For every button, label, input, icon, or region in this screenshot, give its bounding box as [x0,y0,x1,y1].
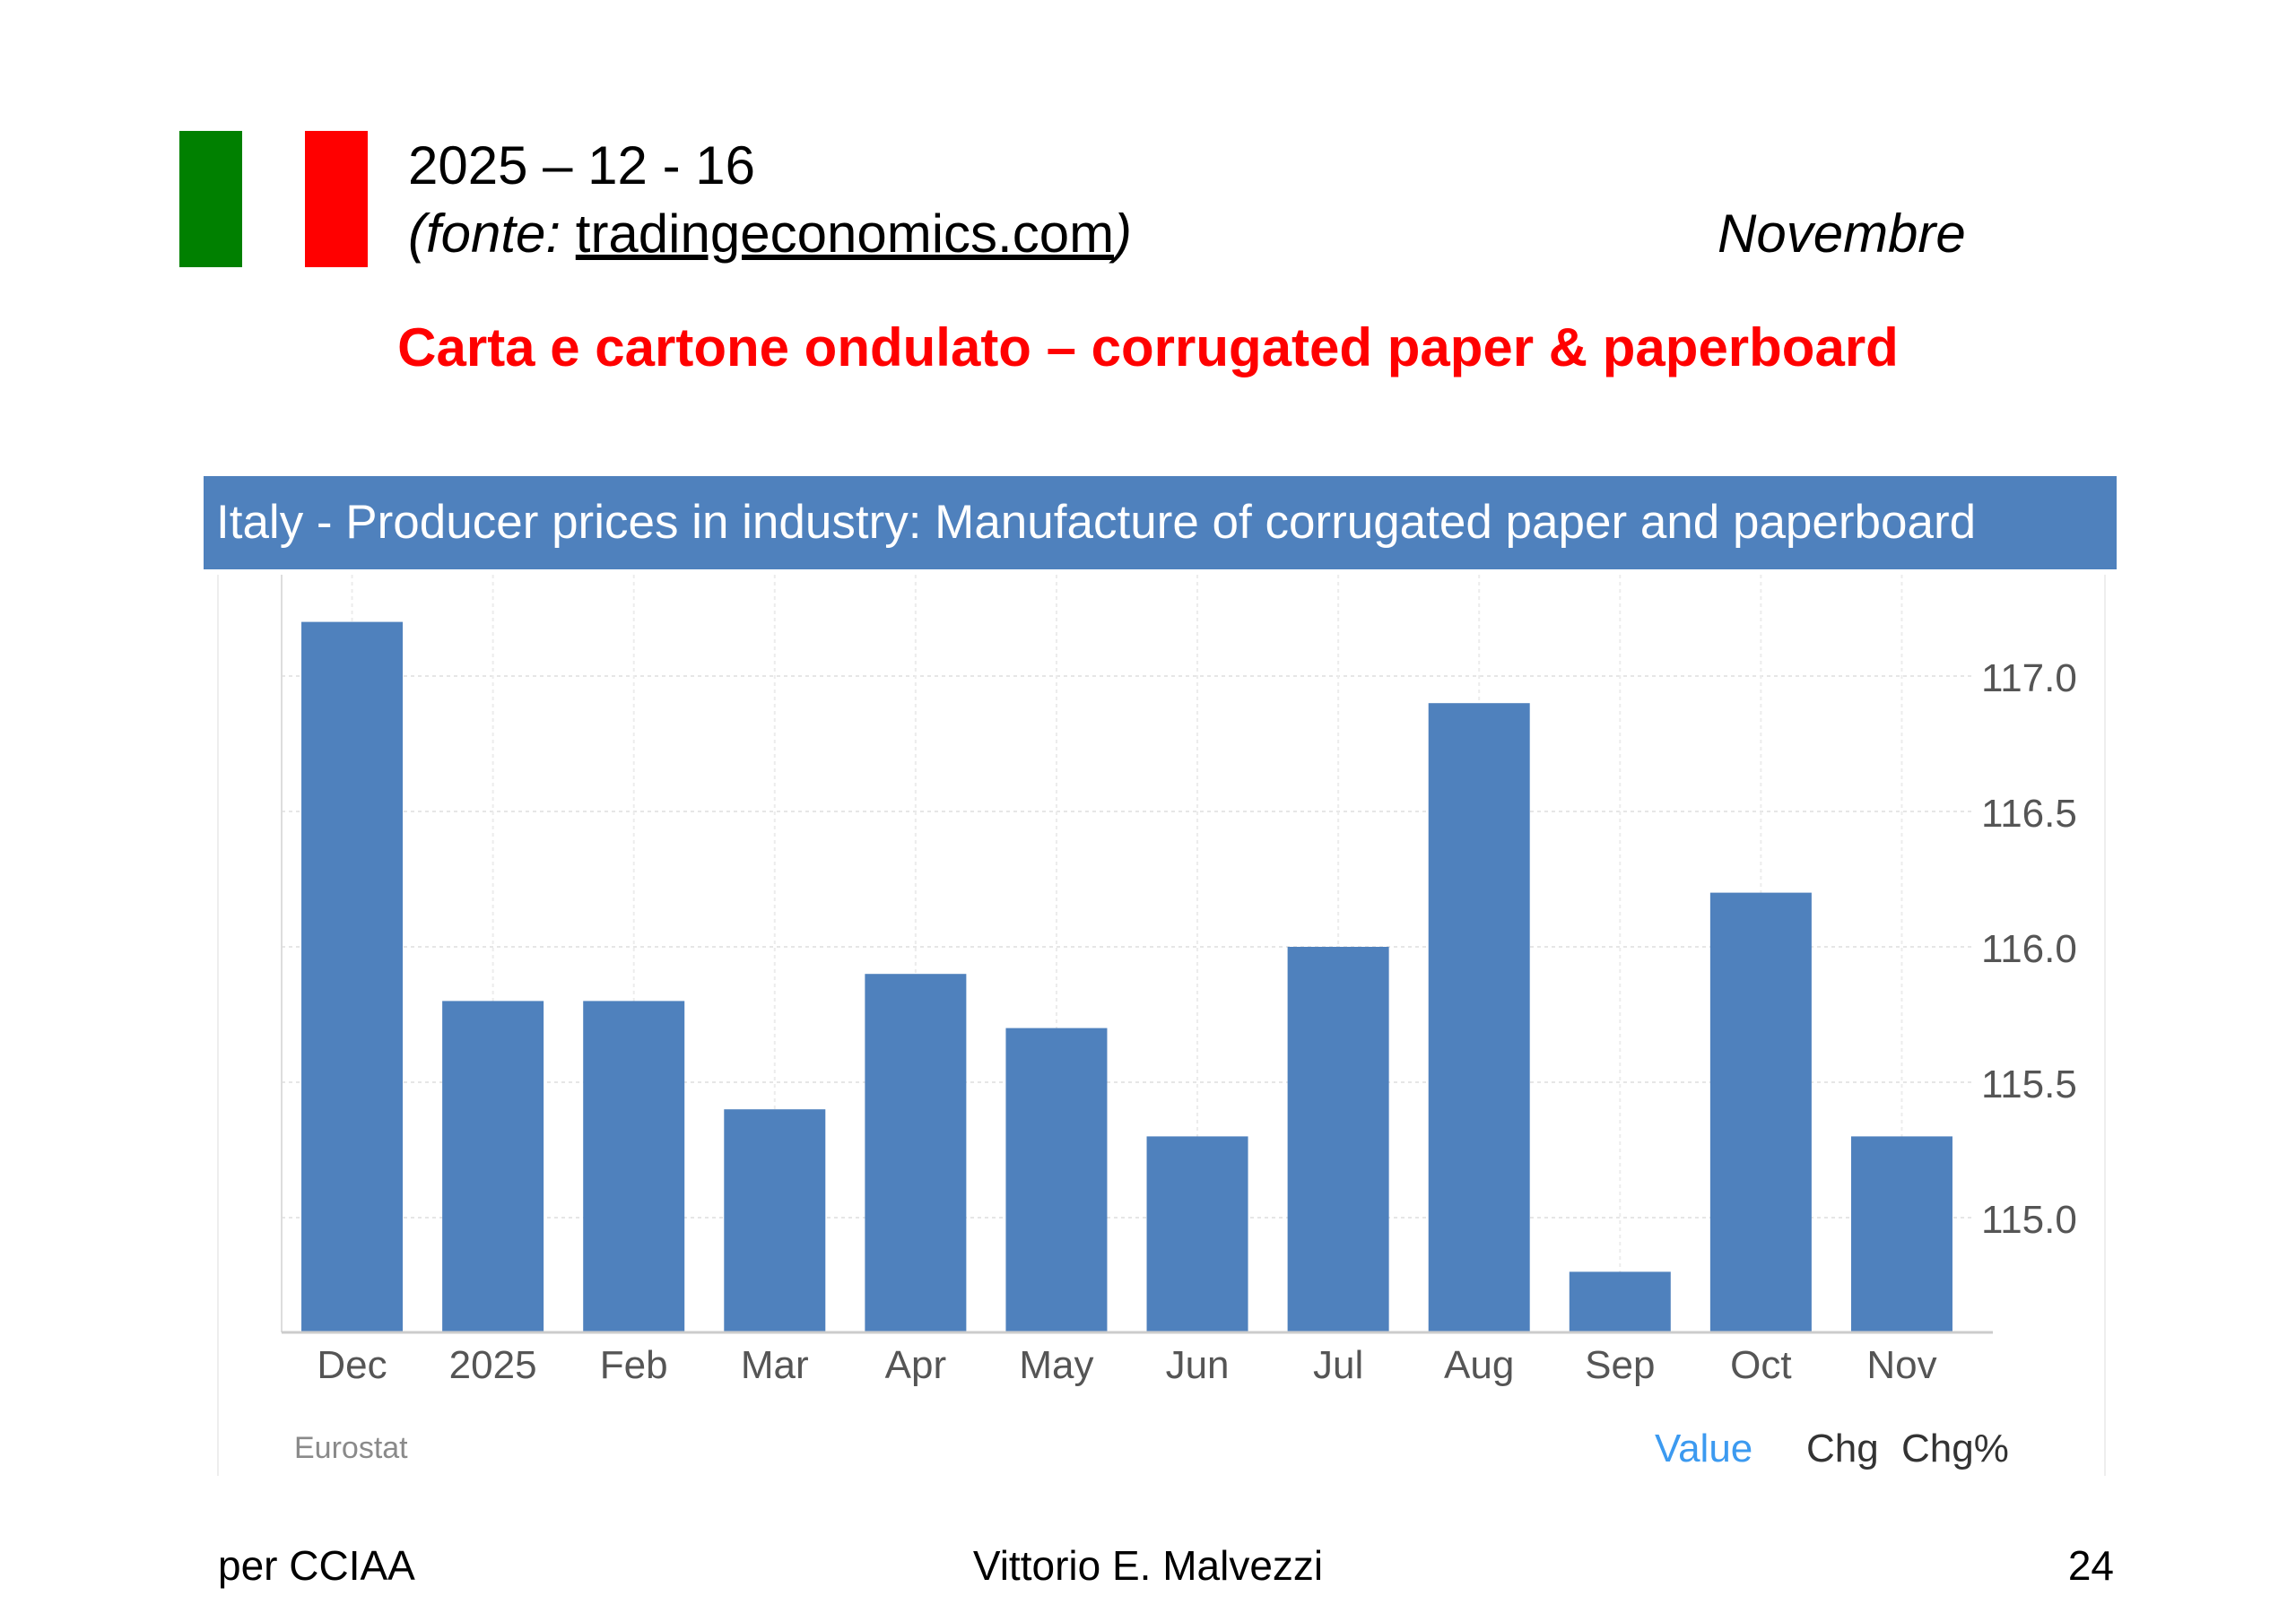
bar [1709,892,1812,1332]
bar [583,1001,685,1332]
bar [865,974,967,1332]
x-tick-label: Oct [1730,1343,1791,1387]
slide-subtitle: Carta e cartone ondulato – corrugated pa… [397,317,1899,377]
x-tick-label: Sep [1585,1343,1655,1387]
x-tick-label: Nov [1866,1343,1936,1387]
bar [442,1001,544,1332]
flag-red-stripe [305,131,368,267]
x-tick-label: May [1019,1343,1093,1387]
tab-chg[interactable]: Chg [1806,1427,1879,1470]
bar [1146,1136,1248,1332]
y-tick-label: 115.0 [1981,1198,2077,1242]
slide-date: 2025 – 12 - 16 [408,135,755,195]
x-tick-label: Aug [1444,1343,1514,1387]
x-tick-label: Mar [741,1343,809,1387]
bar [301,621,404,1332]
y-tick-label: 116.5 [1981,792,2077,836]
y-tick-label: 115.5 [1981,1063,2077,1106]
bar [1005,1028,1108,1332]
bar [1569,1271,1671,1332]
source-label: Eurostat [294,1431,408,1465]
footer-author: Vittorio E. Malvezzi [972,1542,1324,1589]
month-label: Novembre [1718,204,1966,264]
footer-left: per CCIAA [218,1542,415,1589]
chart-title: Italy - Producer prices in industry: Man… [204,476,2117,569]
x-tick-label: Feb [600,1343,668,1387]
y-tick-label: 117.0 [1981,656,2077,700]
tab-value[interactable]: Value [1655,1427,1752,1470]
x-tick-label: Jul [1313,1343,1363,1387]
x-tick-label: Jun [1166,1343,1230,1387]
x-tick-label: Apr [885,1343,946,1387]
source-line: (fonte: tradingeconomics.com) [408,203,1132,265]
source-suffix: ) [1114,204,1133,264]
page-number: 24 [2067,1542,2114,1589]
flag-green-stripe [179,131,242,267]
bar [724,1109,826,1332]
x-tick-label: 2025 [449,1343,537,1387]
chart-container: 117.0 116.5 116.0 115.5 115.0 Dec 2025 Feb Mar Ap… [204,476,2117,1476]
tab-chg-pct[interactable]: Chg% [1901,1427,2009,1470]
bar [1287,947,1389,1332]
bar [1850,1136,1952,1332]
source-link[interactable]: tradingeconomics.com [575,204,1115,264]
bar-chart: 117.0 116.5 116.0 115.5 115.0 Dec 2025 Feb Mar Ap… [217,575,2106,1476]
y-tick-label: 116.0 [1981,927,2077,971]
bar [1428,703,1530,1332]
x-tick-label: Dec [317,1343,387,1387]
source-prefix: (fonte: [408,204,576,264]
